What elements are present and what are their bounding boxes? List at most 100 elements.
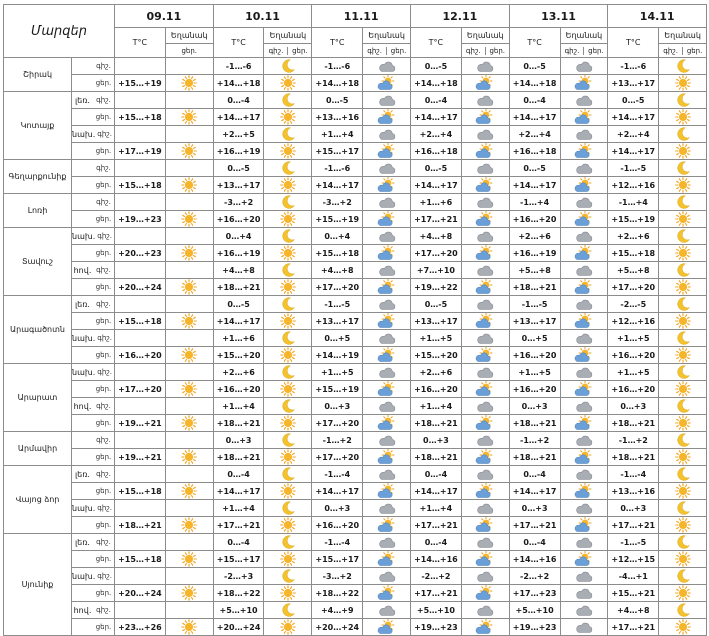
- cloud-icon: [362, 295, 412, 313]
- temperature-range: -4…+1: [607, 567, 660, 585]
- temperature-range: +1…+4: [212, 499, 265, 517]
- period-type: գիշ.: [96, 538, 111, 546]
- sun-icon: [263, 244, 313, 262]
- partly-cloudy-icon: [559, 142, 609, 160]
- temperature-range: +1…+5: [410, 329, 462, 347]
- temperature-range: +2…+4: [607, 125, 660, 143]
- temperature-range: [114, 125, 166, 143]
- sun-icon: [164, 210, 214, 228]
- temperature-range: [114, 465, 166, 483]
- temperature-range: +5…+8: [607, 261, 660, 279]
- temperature-range: +16…+18: [410, 142, 462, 160]
- temperature-range: +15…+19: [607, 210, 660, 228]
- sun-icon: [263, 142, 313, 160]
- sun-icon: [263, 584, 313, 602]
- temperature-range: +5…+8: [508, 261, 561, 279]
- subregion-label: հով.: [73, 265, 92, 275]
- temperature-range: +18…+21: [508, 414, 561, 432]
- forecast-header: Մարզեր 09.11 10.11 11.11 12.11 13.11 14.11 T°C Ե…: [3, 4, 708, 58]
- period-label: լեռ. գիշ.: [71, 295, 115, 313]
- sun-icon: [164, 108, 214, 126]
- partly-cloudy-icon: [559, 176, 609, 194]
- moon-icon: [263, 363, 313, 381]
- temperature-range: +17…+21: [410, 210, 462, 228]
- temperature-range: -1…-4: [311, 533, 364, 551]
- moon-icon: [263, 601, 313, 619]
- moon-icon: [658, 193, 708, 211]
- temperature-range: 0…-4: [410, 91, 462, 109]
- sun-icon: [164, 584, 214, 602]
- temperature-range: +2…+6: [212, 363, 265, 381]
- partly-cloudy-icon: [559, 346, 609, 364]
- moon-icon: [263, 159, 313, 177]
- temperature-range: +19…+23: [410, 618, 462, 636]
- period-label: նախ. գիշ.: [71, 227, 115, 245]
- empty-icon-cell: [164, 193, 214, 211]
- period-label: նախ. գիշ.: [71, 499, 115, 517]
- subregion-label: լեռ.: [75, 537, 90, 547]
- table-row: Արարատ նախ. գիշ. +2…+6 +1…+5 +2…+6 +1…+5 +1…+5: [3, 363, 708, 432]
- temperature-range: +16…+20: [410, 380, 462, 398]
- temperature-range: +14…+17: [410, 482, 462, 500]
- temperature-range: +14…+17: [212, 482, 265, 500]
- partly-cloudy-icon: [460, 176, 510, 194]
- sun-icon: [263, 176, 313, 194]
- temperature-range: +17…+21: [508, 516, 561, 534]
- partly-cloudy-icon: [460, 584, 510, 602]
- period-label: լեռ. գիշ.: [71, 465, 115, 483]
- period-label: հով. գիշ.: [71, 397, 115, 415]
- temp-column-header: T°C: [212, 27, 265, 58]
- temperature-range: -1…-6: [212, 57, 265, 75]
- sun-icon: [658, 550, 708, 568]
- period-label: ցեր.: [71, 142, 115, 160]
- table-row: Տավուշ նախ. գիշ. 0…+4 0…+4 +4…+8 +2…+6 +2…+6: [3, 227, 708, 296]
- weather-column-header: Եղանակ: [263, 27, 313, 44]
- temperature-range: +15…+19: [311, 380, 364, 398]
- cloud-icon: [460, 125, 510, 143]
- weather-column-header: Եղանակ: [658, 27, 708, 44]
- period-label: ցեր.: [71, 414, 115, 432]
- temperature-range: +5…+10: [508, 601, 561, 619]
- moon-icon: [658, 431, 708, 449]
- subregion-label: նախ.: [72, 367, 96, 377]
- sun-icon: [658, 346, 708, 364]
- period-label: լեռ. գիշ.: [71, 533, 115, 551]
- temp-column-header: T°C: [114, 27, 166, 58]
- temperature-range: +16…+20: [212, 380, 265, 398]
- temperature-range: +14…+17: [607, 142, 660, 160]
- cloud-icon: [559, 465, 609, 483]
- temperature-range: 0…-4: [508, 533, 561, 551]
- partly-cloudy-icon: [362, 346, 412, 364]
- regions-header: Մարզեր: [3, 4, 115, 58]
- cloud-icon: [559, 431, 609, 449]
- temperature-range: +1…+6: [212, 329, 265, 347]
- temperature-range: +18…+21: [508, 448, 561, 466]
- temperature-range: +17…+19: [114, 142, 166, 160]
- sun-icon: [658, 312, 708, 330]
- temp-column-header: T°C: [508, 27, 561, 58]
- temperature-range: +13…+16: [311, 108, 364, 126]
- weather-column-header: Եղանակ: [559, 27, 609, 44]
- temperature-range: +14…+18: [212, 74, 265, 92]
- temperature-range: [114, 57, 166, 75]
- cloud-icon: [460, 397, 510, 415]
- sun-icon: [658, 74, 708, 92]
- period-type: ցեր.: [95, 317, 112, 325]
- temperature-range: +16…+19: [212, 244, 265, 262]
- sun-icon: [658, 516, 708, 534]
- night-subheader: գիշ.: [268, 46, 284, 55]
- night-subheader: գիշ.: [367, 46, 382, 55]
- date-header: 14.11: [607, 4, 708, 28]
- table-row: նախ. գիշ. +1…+4 0…+3 +1…+4 0…+3 0…+3: [4, 499, 708, 517]
- temperature-range: +1…+4: [212, 397, 265, 415]
- temperature-range: +14…+17: [212, 108, 265, 126]
- table-row: ցեր. +15…+18 +14…+17 +14…+17 +14…+17 +14…+17 +…: [4, 482, 708, 500]
- day-subheader: ցեր.: [484, 46, 508, 55]
- cloud-icon: [460, 193, 510, 211]
- temperature-range: +17…+21: [607, 516, 660, 534]
- partly-cloudy-icon: [559, 482, 609, 500]
- sun-icon: [658, 414, 708, 432]
- empty-icon-cell: [164, 363, 214, 381]
- partly-cloudy-icon: [362, 278, 412, 296]
- temperature-range: 0…+5: [508, 329, 561, 347]
